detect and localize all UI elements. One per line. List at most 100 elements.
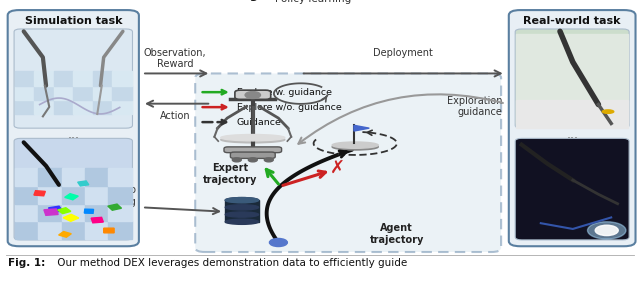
Bar bbox=[15, 221, 38, 239]
FancyBboxPatch shape bbox=[8, 10, 139, 246]
Text: Agent
trajectory: Agent trajectory bbox=[370, 223, 424, 245]
Bar bbox=[113, 86, 132, 100]
Bar bbox=[85, 186, 108, 204]
FancyBboxPatch shape bbox=[509, 10, 636, 246]
Text: Action: Action bbox=[160, 111, 190, 121]
Bar bbox=[15, 168, 38, 186]
Ellipse shape bbox=[225, 198, 259, 203]
Bar bbox=[61, 221, 85, 239]
Bar bbox=[15, 71, 34, 86]
Text: Reward: Reward bbox=[157, 58, 193, 69]
Bar bbox=[104, 228, 114, 233]
Bar bbox=[516, 100, 628, 128]
Polygon shape bbox=[354, 125, 369, 131]
Bar bbox=[35, 100, 54, 114]
FancyBboxPatch shape bbox=[224, 147, 282, 153]
Bar bbox=[35, 71, 54, 86]
Bar bbox=[15, 204, 38, 221]
Bar bbox=[85, 221, 108, 239]
Bar bbox=[15, 100, 34, 114]
Text: ✗: ✗ bbox=[330, 159, 346, 177]
Bar bbox=[54, 100, 73, 114]
Bar bbox=[73, 86, 93, 100]
Text: Explore w. guidance: Explore w. guidance bbox=[237, 88, 332, 97]
Text: Real-world task: Real-world task bbox=[524, 16, 621, 26]
Ellipse shape bbox=[332, 144, 378, 150]
Ellipse shape bbox=[332, 142, 378, 148]
Bar bbox=[77, 181, 89, 186]
Bar bbox=[54, 71, 73, 86]
Bar bbox=[38, 221, 61, 239]
FancyBboxPatch shape bbox=[14, 138, 132, 240]
Text: ...: ... bbox=[566, 128, 578, 141]
Bar bbox=[59, 232, 71, 237]
Bar bbox=[85, 168, 108, 186]
Text: Simulation task: Simulation task bbox=[24, 16, 122, 26]
Text: RL Agent: RL Agent bbox=[218, 0, 282, 1]
Text: ...: ... bbox=[67, 128, 79, 141]
Text: Demo
sampling: Demo sampling bbox=[91, 185, 136, 207]
Text: Expert
trajectory: Expert trajectory bbox=[204, 164, 257, 185]
Text: Deployment: Deployment bbox=[373, 48, 433, 58]
Bar bbox=[61, 186, 85, 204]
FancyBboxPatch shape bbox=[14, 29, 132, 128]
Text: Guidance: Guidance bbox=[237, 118, 282, 127]
Bar bbox=[54, 86, 73, 100]
Bar bbox=[113, 100, 132, 114]
Bar bbox=[516, 34, 628, 124]
Text: Exploration
guidance: Exploration guidance bbox=[447, 96, 502, 118]
Bar bbox=[108, 204, 122, 210]
Bar bbox=[38, 168, 61, 186]
Text: Explore w/o. guidance: Explore w/o. guidance bbox=[237, 103, 342, 112]
Bar bbox=[85, 204, 108, 221]
Bar bbox=[34, 191, 45, 196]
Bar bbox=[91, 217, 103, 223]
Circle shape bbox=[264, 158, 273, 162]
Bar bbox=[61, 168, 85, 186]
FancyBboxPatch shape bbox=[235, 90, 271, 99]
Bar bbox=[61, 204, 85, 221]
FancyBboxPatch shape bbox=[195, 73, 501, 252]
Bar bbox=[93, 100, 113, 114]
Bar bbox=[58, 208, 71, 214]
Circle shape bbox=[269, 238, 287, 247]
FancyBboxPatch shape bbox=[515, 138, 629, 240]
FancyBboxPatch shape bbox=[515, 29, 629, 128]
Text: Observation,: Observation, bbox=[144, 48, 206, 58]
Circle shape bbox=[248, 158, 257, 162]
Ellipse shape bbox=[225, 212, 259, 217]
Bar bbox=[108, 204, 132, 221]
Bar bbox=[38, 186, 61, 204]
Bar bbox=[84, 209, 93, 213]
Ellipse shape bbox=[225, 219, 259, 224]
Ellipse shape bbox=[602, 110, 614, 113]
Circle shape bbox=[595, 225, 618, 236]
Bar bbox=[73, 100, 93, 114]
Bar bbox=[225, 200, 259, 222]
Circle shape bbox=[245, 92, 260, 98]
Bar bbox=[65, 194, 78, 200]
Bar bbox=[108, 186, 132, 204]
Bar bbox=[49, 206, 63, 213]
Bar bbox=[108, 168, 132, 186]
Bar bbox=[38, 204, 61, 221]
Bar bbox=[35, 86, 54, 100]
Bar bbox=[93, 71, 113, 86]
Circle shape bbox=[588, 222, 626, 239]
Bar bbox=[63, 214, 79, 221]
Ellipse shape bbox=[221, 137, 285, 143]
FancyBboxPatch shape bbox=[230, 152, 275, 158]
Ellipse shape bbox=[221, 134, 285, 141]
Ellipse shape bbox=[225, 205, 259, 210]
Ellipse shape bbox=[225, 198, 259, 203]
Bar bbox=[15, 86, 34, 100]
Bar bbox=[108, 221, 132, 239]
Bar bbox=[44, 209, 58, 215]
Text: Policy learning: Policy learning bbox=[275, 0, 352, 4]
Bar bbox=[113, 71, 132, 86]
Bar bbox=[73, 71, 93, 86]
Bar bbox=[15, 186, 38, 204]
Bar bbox=[93, 86, 113, 100]
Text: Fig. 1:: Fig. 1: bbox=[8, 258, 45, 268]
Text: Our method DEX leverages demonstration data to efficiently guide: Our method DEX leverages demonstration d… bbox=[54, 258, 408, 268]
